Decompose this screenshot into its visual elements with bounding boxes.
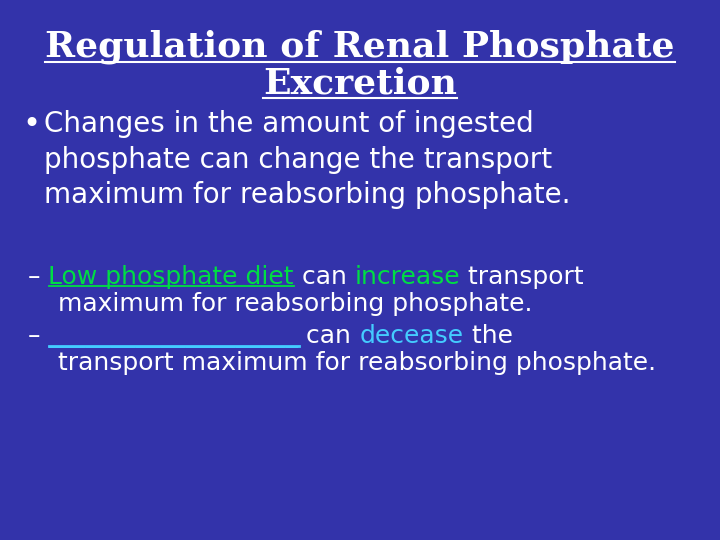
Text: can: can — [294, 265, 355, 289]
Text: can: can — [299, 325, 359, 348]
Text: decease: decease — [359, 325, 464, 348]
Text: –: – — [28, 265, 48, 289]
Text: Regulation of Renal Phosphate: Regulation of Renal Phosphate — [45, 30, 675, 64]
Text: –: – — [28, 325, 48, 348]
Text: ____________________: ____________________ — [48, 325, 299, 348]
Text: transport maximum for reabsorbing phosphate.: transport maximum for reabsorbing phosph… — [58, 352, 656, 375]
Text: •: • — [22, 110, 40, 139]
Text: transport: transport — [461, 265, 584, 289]
Text: increase: increase — [355, 265, 461, 289]
Text: Excretion: Excretion — [263, 66, 457, 100]
Text: the: the — [464, 325, 513, 348]
Text: Low phosphate diet: Low phosphate diet — [48, 265, 294, 289]
Text: Changes in the amount of ingested
phosphate can change the transport
maximum for: Changes in the amount of ingested phosph… — [44, 110, 570, 210]
Text: maximum for reabsorbing phosphate.: maximum for reabsorbing phosphate. — [58, 292, 533, 316]
